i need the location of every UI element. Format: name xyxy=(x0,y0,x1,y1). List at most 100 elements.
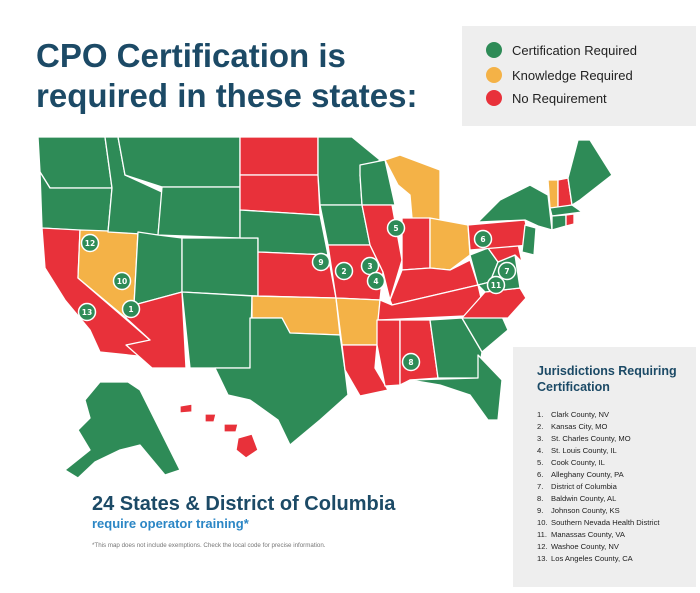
legend-swatch-icon xyxy=(486,42,502,58)
state-ohio xyxy=(429,217,471,271)
page-title: CPO Certification is required in these s… xyxy=(36,37,418,114)
marker-7: 7 xyxy=(497,261,517,281)
marker-label: 2 xyxy=(341,267,346,276)
state-mississippi xyxy=(376,319,401,387)
marker-11: 11 xyxy=(486,275,506,295)
jurisdiction-number: 4. xyxy=(537,446,544,455)
jurisdiction-item: 10. Southern Nevada Health District xyxy=(537,517,659,529)
jurisdiction-item: 4. St. Louis County, IL xyxy=(537,445,659,457)
marker-9: 9 xyxy=(311,252,331,272)
state-arizona xyxy=(125,291,187,369)
states-count-headline: 24 States & District of Columbia xyxy=(92,493,396,515)
state-new-jersey xyxy=(521,224,537,256)
jurisdiction-number: 11. xyxy=(537,530,547,539)
state-florida xyxy=(409,354,503,421)
jurisdiction-name: St. Louis County, IL xyxy=(551,446,617,455)
jurisdiction-number: 1. xyxy=(537,410,544,419)
jurisdiction-item: 11. Manassas County, VA xyxy=(537,529,659,541)
marker-6: 6 xyxy=(473,229,493,249)
jurisdiction-number: 7. xyxy=(537,482,544,491)
jurisdiction-item: 7. District of Columbia xyxy=(537,481,659,493)
jurisdiction-number: 5. xyxy=(537,458,544,467)
marker-12: 12 xyxy=(80,233,100,253)
jurisdiction-number: 2. xyxy=(537,422,544,431)
marker-5: 5 xyxy=(386,218,406,238)
jurisdiction-item: 2. Kansas City, MO xyxy=(537,421,659,433)
state-hawaii-maui xyxy=(223,423,239,433)
legend: Certification Required Knowledge Require… xyxy=(462,26,696,126)
marker-label: 9 xyxy=(318,258,323,267)
legend-item-certification: Certification Required xyxy=(486,40,637,60)
marker-label: 7 xyxy=(504,267,509,276)
legend-item-no-requirement: No Requirement xyxy=(486,88,607,108)
jurisdiction-name: St. Charles County, MO xyxy=(551,434,631,443)
jurisdiction-name: Clark County, NV xyxy=(551,410,610,419)
jurisdiction-number: 12. xyxy=(537,542,548,551)
jurisdiction-name: Baldwin County, AL xyxy=(551,494,617,503)
state-colorado xyxy=(181,237,259,297)
state-north-dakota xyxy=(239,136,319,176)
state-arkansas xyxy=(335,297,381,346)
legend-label: No Requirement xyxy=(512,90,607,106)
jurisdictions-panel: Jurisdictions Requiring Certification 1.… xyxy=(513,347,696,587)
jurisdiction-name: Johnson County, KS xyxy=(551,506,620,515)
operator-training-subline: require operator training* xyxy=(92,516,249,531)
footnote: *This map does not include exemptions. C… xyxy=(92,542,326,549)
state-vermont xyxy=(547,179,559,209)
marker-label: 1 xyxy=(128,305,133,314)
state-iowa xyxy=(319,204,371,246)
state-south-dakota xyxy=(239,174,321,216)
marker-label: 8 xyxy=(408,358,413,367)
jurisdiction-name: Washoe County, NV xyxy=(551,542,619,551)
jurisdiction-name: Southern Nevada Health District xyxy=(551,518,660,527)
jurisdiction-name: Los Angeles County, CA xyxy=(551,554,633,563)
marker-label: 13 xyxy=(82,308,92,317)
state-hawaii-oahu xyxy=(204,413,217,423)
marker-8: 8 xyxy=(401,352,421,372)
jurisdiction-item: 3. St. Charles County, MO xyxy=(537,433,659,445)
legend-label: Knowledge Required xyxy=(512,67,633,83)
marker-2: 2 xyxy=(334,261,354,281)
marker-1: 1 xyxy=(121,299,141,319)
jurisdiction-number: 9. xyxy=(537,506,544,515)
jurisdiction-item: 8. Baldwin County, AL xyxy=(537,493,659,505)
jurisdiction-name: Manassas County, VA xyxy=(551,530,626,539)
jurisdiction-name: Kansas City, MO xyxy=(551,422,608,431)
jurisdictions-title: Jurisdictions Requiring Certification xyxy=(537,364,677,394)
state-new-mexico xyxy=(181,291,253,369)
jurisdictions-list: 1. Clark County, NV 2. Kansas City, MO 3. St.… xyxy=(537,409,659,565)
jurisdiction-number: 3. xyxy=(537,434,544,443)
state-maine xyxy=(567,139,613,206)
marker-label: 3 xyxy=(367,262,372,271)
marker-label: 10 xyxy=(117,277,127,286)
jurisdiction-name: Cook County, IL xyxy=(551,458,605,467)
jurisdiction-item: 6. Alleghany County, PA xyxy=(537,469,659,481)
state-washington xyxy=(37,136,113,189)
marker-label: 12 xyxy=(85,239,95,248)
marker-4: 4 xyxy=(366,271,386,291)
jurisdiction-number: 10. xyxy=(537,518,548,527)
jurisdiction-number: 6. xyxy=(537,470,544,479)
state-wyoming xyxy=(157,186,241,239)
legend-swatch-icon xyxy=(486,67,502,83)
state-texas xyxy=(214,317,349,446)
state-hawaii-big-island xyxy=(235,433,259,459)
state-new-york xyxy=(477,184,553,231)
legend-label: Certification Required xyxy=(512,42,638,58)
marker-label: 11 xyxy=(491,281,501,290)
jurisdiction-name: District of Columbia xyxy=(551,482,617,491)
state-rhode-island xyxy=(565,213,575,227)
marker-label: 4 xyxy=(373,277,378,286)
marker-label: 5 xyxy=(393,224,398,233)
jurisdiction-item: 13. Los Angeles County, CA xyxy=(537,553,659,565)
jurisdiction-item: 5. Cook County, IL xyxy=(537,457,659,469)
jurisdiction-item: 9. Johnson County, KS xyxy=(537,505,659,517)
state-alaska xyxy=(64,381,181,479)
legend-item-knowledge: Knowledge Required xyxy=(486,65,633,85)
marker-label: 6 xyxy=(480,235,485,244)
marker-10: 10 xyxy=(112,271,132,291)
jurisdiction-item: 1. Clark County, NV xyxy=(537,409,659,421)
state-connecticut xyxy=(551,214,567,231)
marker-13: 13 xyxy=(77,302,97,322)
